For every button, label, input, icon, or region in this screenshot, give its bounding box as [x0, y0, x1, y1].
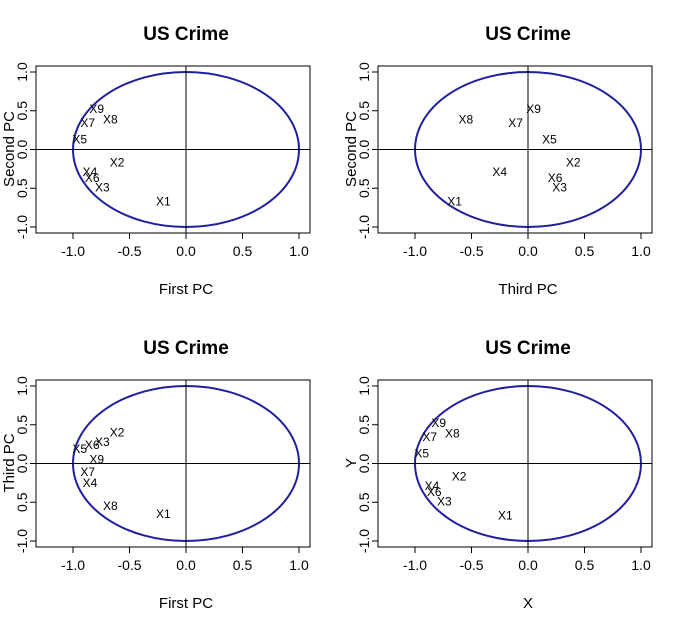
x-tick-label: 1.0 [289, 243, 309, 259]
panel-x-vs-y: US Crime -1.0 -0.5 0.0 0.5 1.0 -1.0 0.5 0.0 0.5 1… [343, 338, 653, 612]
y-tick-label: 0.5 [356, 492, 372, 512]
y-tick-label: 0.0 [14, 140, 30, 160]
point-label: X7 [80, 465, 95, 479]
x-tick-label: 1.0 [631, 557, 651, 573]
point-label: X1 [156, 507, 171, 521]
x-tick-label: -0.5 [459, 243, 483, 259]
point-label: X3 [552, 180, 567, 194]
panel-marks: -1.0 -0.5 0.0 0.5 1.0 -1.0 0.5 0.0 0.5 1.0 X9 X8 X7 X… [356, 62, 653, 259]
x-tick-label: 1.0 [289, 557, 309, 573]
x-tick-label: -0.5 [459, 557, 483, 573]
point-label: X2 [110, 156, 125, 170]
y-tick-label: 0.0 [14, 454, 30, 474]
point-label: X6 [85, 438, 100, 452]
point-label: X8 [459, 112, 474, 126]
point-label: X4 [83, 476, 98, 490]
y-tick-label: -1.0 [356, 529, 372, 553]
point-label: X1 [156, 194, 171, 208]
point-label: X9 [89, 453, 104, 467]
panel-first-vs-third-pc: US Crime -1.0 -0.5 0.0 0.5 1.0 -1.0 0.5 0.0 0.5 1… [1, 338, 311, 612]
x-axis-label: X [523, 595, 533, 612]
point-label: X5 [72, 132, 87, 146]
point-label: X8 [445, 426, 460, 440]
x-tick-label: -1.0 [61, 557, 85, 573]
panel-marks: -1.0 -0.5 0.0 0.5 1.0-1.00.50.00.51.0X2X3X6X… [14, 376, 311, 573]
point-label: X6 [427, 485, 442, 499]
point-label: X2 [566, 156, 581, 170]
x-axis-label: First PC [159, 281, 213, 298]
point-label: X7 [80, 116, 95, 130]
x-tick-label: 0.0 [176, 243, 196, 259]
y-tick-label: 0.5 [356, 101, 372, 121]
chart-title: US Crime [143, 24, 229, 45]
y-tick-label: 1.0 [14, 376, 30, 396]
y-tick-label: 1.0 [356, 62, 372, 82]
panel-third-vs-second-pc: US Crime -1.0 -0.5 0.0 0.5 1.0 -1.0 0.5 0.0 0.5 1… [343, 24, 653, 298]
y-tick-label: -1.0 [14, 215, 30, 239]
y-tick-label: 0.5 [14, 178, 30, 198]
x-tick-label: 0.0 [518, 557, 538, 573]
chart-title: US Crime [485, 338, 571, 359]
point-label: X4 [83, 165, 98, 179]
point-label: X2 [452, 470, 467, 484]
point-label: X4 [492, 165, 507, 179]
point-label: X6 [548, 171, 563, 185]
point-label: X3 [95, 435, 110, 449]
point-label: X8 [103, 112, 118, 126]
y-axis-label: Second PC [343, 111, 360, 187]
point-label: X2 [110, 426, 125, 440]
y-tick-label: 0.5 [356, 415, 372, 435]
y-tick-label: -1.0 [356, 215, 372, 239]
panel-first-vs-second-pc: US Crime -1.0 -0.5 0.0 0.5 1.0 -1.0 0.5 0.0 0.5 1… [1, 24, 311, 298]
chart-title: US Crime [485, 24, 571, 45]
point-label: X9 [431, 416, 446, 430]
x-axis-label: First PC [159, 595, 213, 612]
point-label: X7 [422, 430, 437, 444]
point-label: X9 [89, 102, 104, 116]
x-tick-label: 1.0 [631, 243, 651, 259]
x-tick-label: 0.5 [575, 557, 595, 573]
x-tick-label: -1.0 [403, 243, 427, 259]
point-label: X1 [498, 508, 513, 522]
point-label: X5 [414, 446, 429, 460]
y-axis-label: Y [343, 458, 360, 468]
y-tick-label: 0.5 [14, 415, 30, 435]
point-label: X5 [72, 442, 87, 456]
x-tick-label: 0.5 [575, 243, 595, 259]
x-tick-label: -0.5 [117, 557, 141, 573]
x-tick-label: -1.0 [403, 557, 427, 573]
point-label: X1 [447, 194, 462, 208]
x-tick-label: 0.5 [233, 243, 253, 259]
y-tick-label: 0.0 [356, 454, 372, 474]
y-axis-label: Third PC [1, 433, 18, 492]
x-tick-label: 0.0 [176, 557, 196, 573]
y-axis-label: Second PC [1, 111, 18, 187]
y-tick-label: 0.5 [14, 492, 30, 512]
point-label: X7 [508, 116, 523, 130]
point-label: X8 [103, 499, 118, 513]
point-label: X4 [425, 479, 440, 493]
y-tick-label: 0.5 [356, 178, 372, 198]
point-label: X3 [437, 494, 452, 508]
point-label: X9 [526, 102, 541, 116]
x-tick-label: -0.5 [117, 243, 141, 259]
y-tick-label: 1.0 [356, 376, 372, 396]
x-tick-label: 0.5 [233, 557, 253, 573]
y-tick-label: 0.0 [356, 140, 372, 160]
y-tick-label: -1.0 [14, 529, 30, 553]
point-label: X6 [85, 171, 100, 185]
chart-title: US Crime [143, 338, 229, 359]
x-tick-label: 0.0 [518, 243, 538, 259]
x-axis-label: Third PC [498, 281, 557, 298]
x-tick-label: -1.0 [61, 243, 85, 259]
y-tick-label: 1.0 [14, 62, 30, 82]
y-tick-label: 0.5 [14, 101, 30, 121]
point-label: X3 [95, 180, 110, 194]
point-label: X5 [542, 132, 557, 146]
